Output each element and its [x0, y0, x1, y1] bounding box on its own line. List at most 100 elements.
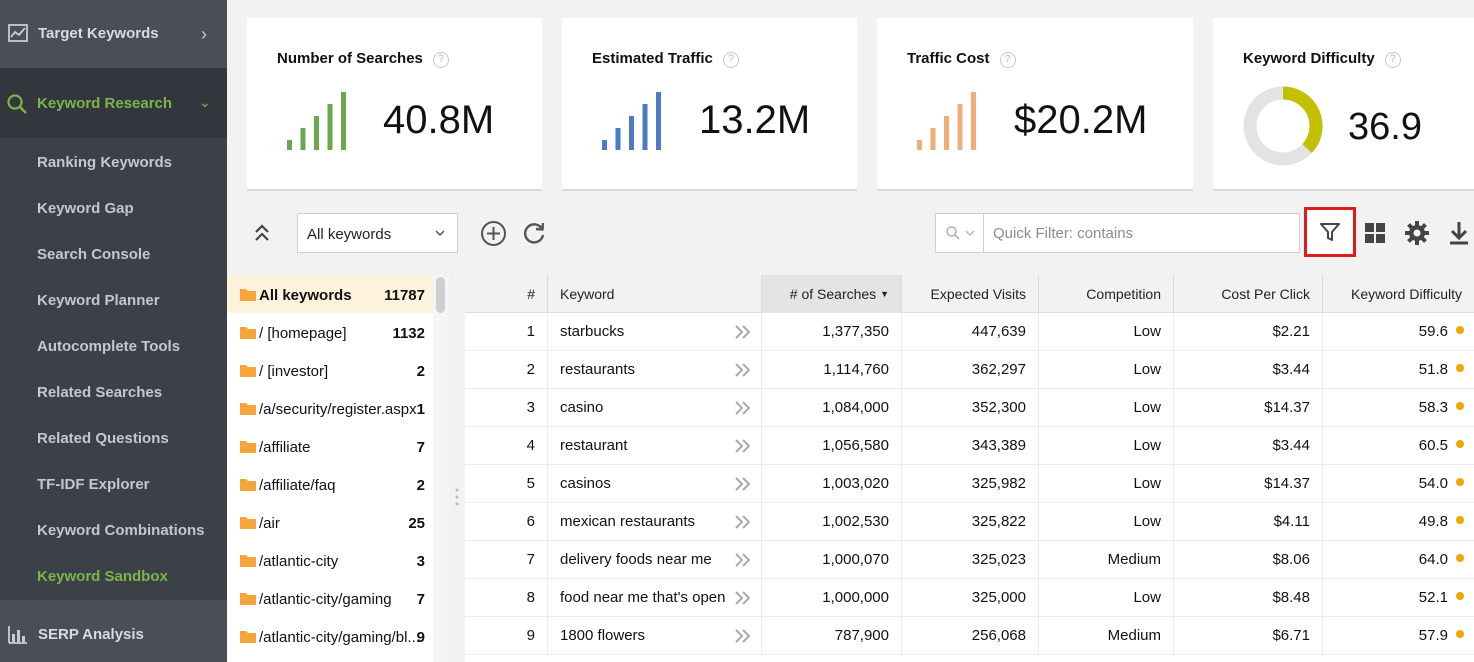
tree-item[interactable]: /a/security/register.aspx 1	[227, 389, 433, 427]
collapse-icon[interactable]	[252, 222, 272, 244]
cell-expected-visits-text: 325,000	[971, 589, 1026, 606]
help-icon[interactable]: ?	[1384, 52, 1401, 68]
table-row[interactable]: 4 restaurant 1,056,580 343,389 Low $3.44 60.5	[465, 427, 1474, 465]
tree-item-name: /a/security/register.aspx	[259, 401, 417, 418]
open-keyword-icon[interactable]	[734, 514, 752, 530]
tree-item[interactable]: /atlantic-city 3	[227, 541, 433, 579]
tree-item[interactable]: All keywords 11787	[227, 275, 433, 313]
sidebar-item-search-console[interactable]: Search Console	[37, 246, 151, 263]
sidebar-section-keyword-research[interactable]: Keyword Research ⌄	[0, 68, 227, 138]
refresh-icon[interactable]	[521, 220, 547, 246]
table-row[interactable]: 2 restaurants 1,114,760 362,297 Low $3.44 51.8	[465, 351, 1474, 389]
cell-index-text: 7	[526, 551, 535, 568]
open-keyword-icon[interactable]	[734, 438, 752, 454]
sidebar-item-ranking-keywords[interactable]: Ranking Keywords	[37, 154, 173, 171]
scrollbar-thumb[interactable]	[436, 277, 445, 313]
open-keyword-icon[interactable]	[734, 476, 752, 492]
tree-item[interactable]: /air 25	[227, 503, 433, 541]
cell-searches: 1,114,760	[762, 351, 902, 389]
cell-keyword-text: restaurant	[560, 437, 628, 454]
cell-competition: Low	[1039, 313, 1174, 351]
sidebar-item-keyword-gap[interactable]: Keyword Gap	[37, 200, 134, 217]
sidebar-item-related-questions[interactable]: Related Questions	[37, 430, 169, 447]
column-header-searches[interactable]: # of Searches ▼	[762, 275, 902, 313]
open-keyword-icon[interactable]	[734, 324, 752, 340]
cell-cpc-text: $8.06	[1272, 551, 1310, 568]
panel-splitter[interactable]	[449, 275, 465, 662]
table-row[interactable]: 9 1800 flowers 787,900 256,068 Medium $6.71 57…	[465, 617, 1474, 655]
tree-item[interactable]: / [investor] 2	[227, 351, 433, 389]
open-keyword-icon[interactable]	[734, 552, 752, 568]
cell-keyword: casino	[548, 389, 762, 427]
open-keyword-icon[interactable]	[734, 400, 752, 416]
metric-card-searches: Number of Searches? 40.8M	[247, 18, 542, 191]
cell-searches: 1,003,020	[762, 465, 902, 503]
table-row[interactable]: 1 starbucks 1,377,350 447,639 Low $2.21 59.6	[465, 313, 1474, 351]
table-row[interactable]: 5 casinos 1,003,020 325,982 Low $14.37 54.0	[465, 465, 1474, 503]
tree-item[interactable]: /atlantic-city/gaming/bl... 9	[227, 617, 433, 655]
tree-item[interactable]: /affiliate 7	[227, 427, 433, 465]
download-icon[interactable]	[1448, 220, 1470, 246]
cell-keyword-text: starbucks	[560, 323, 625, 340]
cell-cpc: $14.37	[1174, 465, 1323, 503]
sidebar-item-tf-idf-explorer[interactable]: TF-IDF Explorer	[37, 476, 150, 493]
column-header-cpc[interactable]: Cost Per Click	[1174, 275, 1323, 313]
cell-difficulty-text: 54.0	[1418, 475, 1448, 492]
search-options-button[interactable]	[936, 214, 984, 252]
cell-difficulty: 51.8	[1323, 351, 1474, 389]
sidebar-item-target-keywords[interactable]: Target Keywords ›	[0, 0, 227, 68]
select-value: All keywords	[307, 226, 392, 243]
help-icon[interactable]: ?	[432, 52, 449, 68]
cell-difficulty-text: 58.3	[1418, 399, 1448, 416]
tree-item[interactable]: /affiliate/faq 2	[227, 465, 433, 503]
cell-expected-visits: 352,300	[902, 389, 1039, 427]
tree-item-name: All keywords	[259, 287, 352, 304]
table-row[interactable]: 7 delivery foods near me 1,000,070 325,023 M…	[465, 541, 1474, 579]
sidebar-item-keyword-combinations[interactable]: Keyword Combinations	[37, 522, 205, 539]
sidebar-item-autocomplete-tools[interactable]: Autocomplete Tools	[37, 338, 181, 355]
signal-bars-icon	[602, 92, 661, 150]
help-icon[interactable]: ?	[722, 52, 739, 68]
open-keyword-icon[interactable]	[734, 628, 752, 644]
open-keyword-icon[interactable]	[734, 590, 752, 606]
add-circle-icon[interactable]	[480, 220, 507, 247]
open-keyword-icon[interactable]	[734, 362, 752, 378]
cell-difficulty-text: 51.8	[1418, 361, 1448, 378]
column-header-competition[interactable]: Competition	[1039, 275, 1174, 313]
cell-searches: 1,000,070	[762, 541, 902, 579]
cell-index: 9	[465, 617, 548, 655]
tree-scrollbar[interactable]	[433, 275, 449, 662]
table-row[interactable]: 6 mexican restaurants 1,002,530 325,822 Low $…	[465, 503, 1474, 541]
difficulty-dot-icon	[1456, 478, 1464, 486]
metric-value: 40.8M	[383, 98, 495, 142]
signal-bar	[656, 92, 661, 150]
column-header-expected-visits[interactable]: Expected Visits	[902, 275, 1039, 313]
table-row[interactable]: 3 casino 1,084,000 352,300 Low $14.37 58.3	[465, 389, 1474, 427]
keyword-group-select[interactable]: All keywords	[297, 213, 458, 253]
tree-item[interactable]: / [homepage] 1132	[227, 313, 433, 351]
gear-icon[interactable]	[1404, 220, 1430, 246]
sidebar-item-keyword-sandbox[interactable]: Keyword Sandbox	[37, 568, 168, 585]
quick-filter-input[interactable]	[985, 214, 1298, 252]
column-header-keyword[interactable]: Keyword	[548, 275, 762, 313]
sidebar-item-keyword-planner[interactable]: Keyword Planner	[37, 292, 160, 309]
grid-view-icon[interactable]	[1364, 222, 1386, 244]
cell-expected-visits: 256,068	[902, 617, 1039, 655]
tree-item[interactable]: /atlantic-city/gaming 7	[227, 579, 433, 617]
help-icon[interactable]: ?	[999, 52, 1016, 68]
column-header-index[interactable]: #	[465, 275, 548, 313]
cell-difficulty-text: 52.1	[1418, 589, 1448, 606]
cell-difficulty: 54.0	[1323, 465, 1474, 503]
column-header-difficulty[interactable]: Keyword Difficulty	[1350, 286, 1462, 302]
cell-index: 3	[465, 389, 548, 427]
cell-searches: 1,002,530	[762, 503, 902, 541]
sidebar-item-serp-analysis[interactable]: SERP Analysis	[0, 600, 227, 662]
cell-keyword: restaurant	[548, 427, 762, 465]
cell-index-text: 5	[526, 475, 535, 492]
cell-index-text: 4	[526, 437, 535, 454]
table-row[interactable]: 8 food near me that's open 1,000,000 325,00…	[465, 579, 1474, 617]
cell-keyword: mexican restaurants	[548, 503, 762, 541]
filter-button[interactable]	[1304, 207, 1356, 257]
folder-icon	[240, 441, 256, 453]
sidebar-item-related-searches[interactable]: Related Searches	[37, 384, 163, 401]
